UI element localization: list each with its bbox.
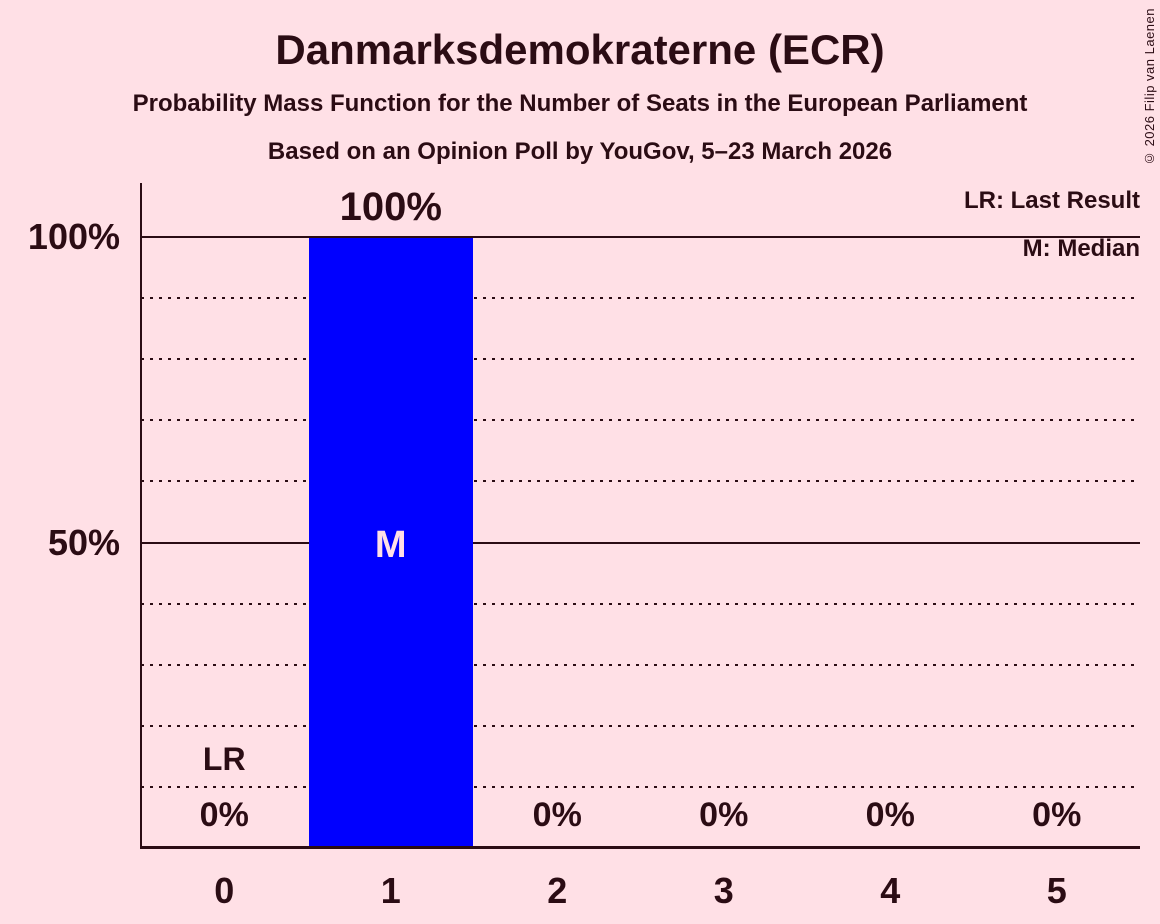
- x-axis-line: [140, 846, 1140, 849]
- chart-subtitle: Probability Mass Function for the Number…: [132, 90, 1028, 117]
- x-tick-label-3: 3: [713, 870, 734, 911]
- x-tick-label-5: 5: [1046, 870, 1067, 911]
- value-label-seat-5: 0%: [1032, 796, 1082, 834]
- value-label-seat-1: 100%: [339, 185, 442, 229]
- legend-last-result: LR: Last Result: [963, 187, 1140, 214]
- chart-title: Danmarksdemokraterne (ECR): [275, 26, 885, 73]
- gridline-dotted-60pct: [141, 480, 1140, 483]
- gridline-dotted-70pct: [141, 419, 1140, 422]
- x-tick-label-4: 4: [880, 870, 901, 911]
- value-label-seat-4: 0%: [865, 796, 915, 834]
- value-label-seat-3: 0%: [699, 796, 749, 834]
- legend-median: M: Median: [1022, 235, 1140, 262]
- gridline-dotted-30pct: [141, 663, 1140, 666]
- y-axis-label-50: 50%: [47, 522, 120, 563]
- x-tick-label-0: 0: [214, 870, 235, 911]
- value-label-seat-2: 0%: [532, 796, 582, 834]
- y-axis-label-100: 100%: [27, 216, 120, 257]
- median-marker: M: [374, 524, 407, 566]
- gridline-dotted-20pct: [141, 724, 1140, 727]
- bar-seat-1: [309, 238, 473, 847]
- x-tick-label-1: 1: [380, 870, 401, 911]
- x-tick-label-2: 2: [547, 870, 568, 911]
- value-label-seat-0: 0%: [199, 796, 249, 834]
- gridline-solid-50pct: [141, 541, 1140, 544]
- y-axis-line: [140, 183, 142, 848]
- gridline-dotted-10pct: [141, 785, 1140, 788]
- gridline-dotted-80pct: [141, 358, 1140, 361]
- chart-poll-info: Based on an Opinion Poll by YouGov, 5–23…: [267, 138, 893, 165]
- gridline-dotted-40pct: [141, 602, 1140, 605]
- last-result-marker: LR: [202, 741, 246, 777]
- gridline-dotted-90pct: [141, 297, 1140, 300]
- gridline-solid-100pct: [141, 236, 1140, 238]
